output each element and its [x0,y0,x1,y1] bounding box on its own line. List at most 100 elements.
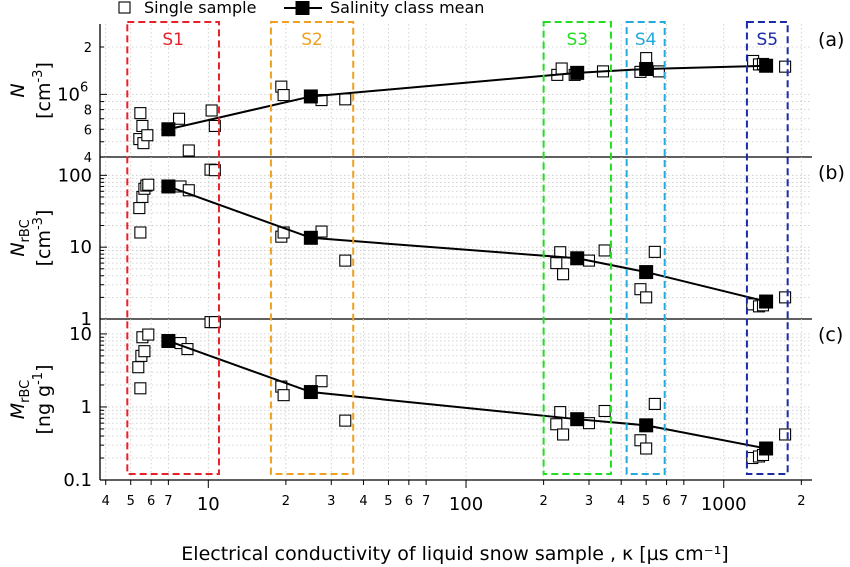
salinity-class-boxes: S1 S2 S3 S4 S5 [126,21,789,475]
class-mean-line [168,340,767,450]
class-label-s5: S5 [756,30,778,50]
class-mean-point [303,385,318,400]
legend-mean-marker [295,1,310,15]
class-box-s1 [126,21,220,475]
class-mean-point [570,412,585,427]
class-label-s1: S1 [162,30,184,50]
single-sample-point [277,389,290,402]
x-minor-tick-label: 4 [359,494,367,509]
class-mean-point [639,61,654,76]
y-tick-label: 10 [69,237,92,258]
single-sample-point [208,164,221,177]
y-tick-label: 1 [81,397,92,418]
x-tick-label: 10 [197,494,220,515]
x-minor-tick-label: 7 [422,494,430,509]
single-sample-point [315,375,328,388]
y-tick-label-exponent: 6 [80,80,88,95]
x-minor-tick-label: 4 [617,494,625,509]
single-sample-point [598,244,611,257]
x-minor-tick-label: 5 [384,494,392,509]
single-sample-point [779,291,792,304]
single-sample-point [134,107,147,120]
single-sample-point [640,291,653,304]
y-tick-label: 0.1 [63,470,92,491]
single-sample-point [550,418,563,431]
single-sample-point [134,226,147,239]
y-tick-label: 2 [84,41,92,56]
x-axis-label: Electrical conductivity of liquid snow s… [181,543,728,565]
legend: Single sample Salinity class mean [118,0,484,17]
single-sample-point [779,428,792,441]
class-mean-point [161,179,176,194]
single-sample-point [141,129,154,142]
panel-label: (b) [818,162,845,184]
panel-c: 0.1 1 10 MrBC [ng g-1] (c) [7,316,843,491]
single-sample-point [648,245,661,258]
class-mean-point [759,58,774,73]
single-sample-point [277,89,290,102]
x-minor-tick-label: 2 [797,494,805,509]
x-minor-tick-label: 2 [539,494,547,509]
y-tick-label: 6 [84,123,92,138]
x-minor-tick-label: 6 [147,494,155,509]
legend-single-marker [118,1,131,14]
class-mean-point [759,294,774,309]
y-axis-label: N [7,83,29,97]
single-sample-point [182,144,195,157]
x-minor-tick-label: 6 [405,494,413,509]
single-sample-point [339,93,352,106]
y-tick-label: 8 [84,104,92,119]
class-mean-line [168,64,767,131]
x-minor-tick-label: 2 [282,494,290,509]
single-sample-point [133,202,146,215]
single-sample-point [554,406,567,419]
single-sample-point [208,316,221,329]
single-sample-point [142,328,155,341]
legend-single-label: Single sample [144,0,256,17]
panel-label: (a) [818,29,844,51]
class-box-s5 [745,21,789,475]
class-mean-point [303,89,318,104]
class-mean-point [161,333,176,348]
single-sample-point [182,184,195,197]
class-label-s2: S2 [301,30,323,50]
class-label-s3: S3 [566,30,588,50]
y-axis-label: NrBC [7,219,33,256]
y-axis-unit: [ng g-1] [31,364,55,434]
y-tick-label: 10 [69,324,92,345]
class-mean-point [639,418,654,433]
y-tick-label: 100 [58,165,92,186]
panel-label: (c) [818,324,843,346]
x-minor-tick-label: 3 [585,494,593,509]
class-label-s4: S4 [635,30,657,50]
single-sample-point [138,345,151,358]
single-sample-point [339,414,352,427]
x-minor-tick-label: 6 [662,494,670,509]
single-sample-point [557,268,570,281]
class-mean-point [161,122,176,137]
class-box-s3 [542,21,612,475]
single-sample-point [648,397,661,410]
single-sample-point [208,119,221,133]
single-sample-point [557,428,570,441]
panel-b: 1 10 100 NrBC [cm-3] (b) [7,157,845,330]
x-tick-label: 100 [449,494,483,515]
y-axis-unit: [cm-3] [31,62,55,119]
single-sample-point [640,442,653,455]
single-sample-point [132,361,145,374]
x-minor-tick-label: 4 [102,494,110,509]
x-minor-tick-label: 7 [680,494,688,509]
class-box-s2 [269,21,355,475]
class-mean-point [639,265,654,280]
single-sample-point [134,382,147,395]
single-sample-point [550,257,563,270]
single-sample-point [779,60,792,73]
single-sample-point [652,65,665,78]
x-minor-tick-label: 3 [327,494,335,509]
class-mean-point [303,230,318,245]
x-tick-label: 1000 [701,494,747,515]
single-sample-point [205,104,218,117]
y-tick-label: 1 [81,309,92,330]
